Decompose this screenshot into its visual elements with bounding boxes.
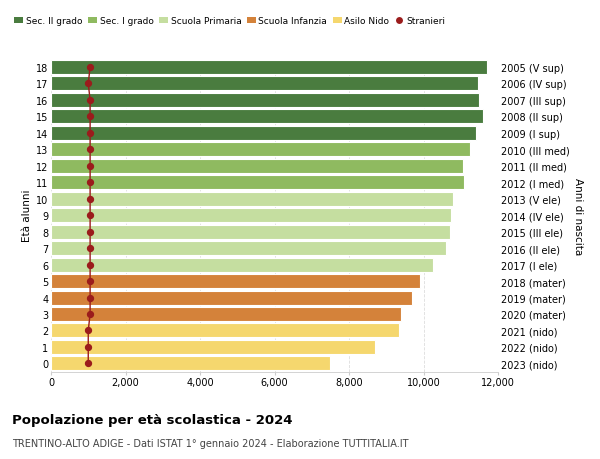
Bar bbox=[51, 324, 399, 338]
Point bbox=[83, 327, 93, 335]
Legend: Sec. II grado, Sec. I grado, Scuola Primaria, Scuola Infanzia, Asilo Nido, Stran: Sec. II grado, Sec. I grado, Scuola Prim… bbox=[14, 17, 445, 26]
Bar bbox=[51, 77, 478, 91]
Bar bbox=[51, 127, 476, 140]
Point bbox=[85, 130, 95, 137]
Bar bbox=[51, 340, 375, 354]
Bar bbox=[51, 143, 470, 157]
Bar bbox=[51, 209, 451, 223]
Bar bbox=[51, 225, 449, 239]
Point bbox=[85, 261, 95, 269]
Point bbox=[85, 212, 95, 219]
Point bbox=[85, 179, 95, 186]
Point bbox=[85, 163, 95, 170]
Point bbox=[85, 229, 95, 236]
Text: TRENTINO-ALTO ADIGE - Dati ISTAT 1° gennaio 2024 - Elaborazione TUTTITALIA.IT: TRENTINO-ALTO ADIGE - Dati ISTAT 1° genn… bbox=[12, 438, 409, 448]
Text: Popolazione per età scolastica - 2024: Popolazione per età scolastica - 2024 bbox=[12, 413, 293, 426]
Point bbox=[85, 245, 95, 252]
Point bbox=[85, 146, 95, 154]
Bar bbox=[51, 308, 401, 321]
Bar bbox=[51, 291, 412, 305]
Bar bbox=[51, 258, 433, 272]
Bar bbox=[51, 357, 331, 370]
Point bbox=[85, 278, 95, 285]
Y-axis label: Anni di nascita: Anni di nascita bbox=[574, 177, 583, 254]
Bar bbox=[51, 159, 463, 174]
Y-axis label: Età alunni: Età alunni bbox=[22, 190, 32, 242]
Point bbox=[85, 294, 95, 302]
Point bbox=[83, 81, 93, 88]
Bar bbox=[51, 192, 454, 206]
Point bbox=[85, 97, 95, 104]
Point bbox=[83, 343, 93, 351]
Point bbox=[85, 113, 95, 121]
Bar bbox=[51, 176, 464, 190]
Bar bbox=[51, 61, 487, 75]
Bar bbox=[51, 241, 446, 256]
Bar bbox=[51, 110, 483, 124]
Bar bbox=[51, 94, 479, 108]
Point bbox=[85, 196, 95, 203]
Point bbox=[83, 360, 93, 367]
Point bbox=[85, 311, 95, 318]
Bar bbox=[51, 274, 420, 288]
Point bbox=[85, 64, 95, 72]
